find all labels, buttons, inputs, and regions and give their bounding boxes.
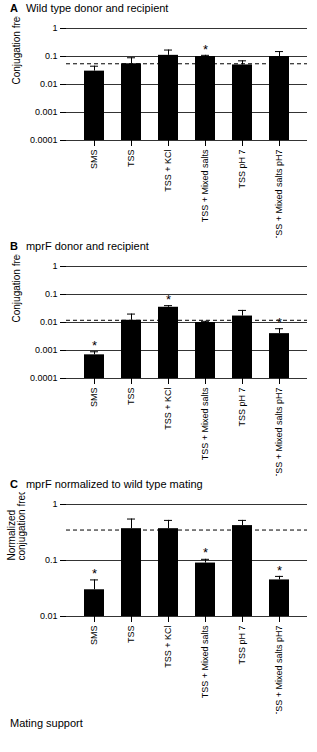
svg-text:TSS + Mixed salts: TSS + Mixed salts — [200, 387, 210, 460]
svg-text:TSS + Mixed salts pH7: TSS + Mixed salts pH7 — [274, 388, 284, 477]
svg-text:Normalizedconjugation frequenc: Normalizedconjugation frequency — [6, 492, 27, 561]
svg-text:*: * — [92, 566, 97, 581]
svg-text:0.1: 0.1 — [45, 289, 58, 299]
svg-text:TSS pH 7: TSS pH 7 — [237, 388, 247, 427]
svg-text:*: * — [166, 292, 171, 307]
svg-text:1: 1 — [52, 23, 57, 33]
svg-text:*: * — [92, 338, 97, 353]
html-text:Wild type donor and recipient: Wild type donor and recipient — [26, 2, 169, 14]
svg-text:0.001: 0.001 — [35, 345, 58, 355]
html-text:A: A — [10, 2, 18, 14]
svg-text:*: * — [277, 563, 282, 578]
svg-text:0.01: 0.01 — [40, 79, 58, 89]
svg-text:TSS + KCl: TSS + KCl — [163, 626, 173, 668]
svg-text:0.1: 0.1 — [45, 555, 58, 565]
svg-text:Conjugation frequency: Conjugation frequency — [11, 254, 22, 323]
svg-text:0.01: 0.01 — [40, 317, 58, 327]
svg-text:TSS + Mixed salts pH7: TSS + Mixed salts pH7 — [274, 626, 284, 715]
html-text:C: C — [10, 478, 18, 490]
html-text:B: B — [10, 240, 18, 252]
svg-text:TSS + KCl: TSS + KCl — [163, 388, 173, 430]
svg-text:*: * — [203, 42, 208, 57]
html-text:mprF donor and recipient: mprF donor and recipient — [26, 240, 149, 252]
svg-text:0.0001: 0.0001 — [30, 373, 58, 383]
svg-text:TSS: TSS — [126, 626, 136, 644]
svg-text:TSS pH 7: TSS pH 7 — [237, 626, 247, 665]
svg-text:TSS: TSS — [126, 150, 136, 168]
svg-text:TSS pH 7: TSS pH 7 — [237, 150, 247, 189]
svg-text:TSS + Mixed salts: TSS + Mixed salts — [200, 149, 210, 222]
svg-text:*: * — [203, 545, 208, 560]
svg-text:SMS: SMS — [89, 388, 99, 408]
svg-text:SMS: SMS — [89, 626, 99, 646]
svg-text:0.0001: 0.0001 — [30, 135, 58, 145]
svg-text:SMS: SMS — [89, 150, 99, 170]
svg-text:1: 1 — [52, 261, 57, 271]
html-text:Mating support: Mating support — [10, 717, 83, 729]
svg-text:1: 1 — [52, 499, 57, 509]
svg-text:0.1: 0.1 — [45, 51, 58, 61]
svg-text:TSS + Mixed salts pH7: TSS + Mixed salts pH7 — [274, 150, 284, 239]
html-text:mprF normalized to wild type m: mprF normalized to wild type mating — [26, 478, 203, 490]
svg-text:0.001: 0.001 — [35, 107, 58, 117]
svg-text:TSS + KCl: TSS + KCl — [163, 150, 173, 192]
svg-text:TSS + Mixed salts: TSS + Mixed salts — [200, 625, 210, 698]
svg-text:TSS: TSS — [126, 388, 136, 406]
svg-text:*: * — [277, 315, 282, 330]
svg-text:0.01: 0.01 — [40, 611, 58, 621]
svg-text:Conjugation frequency: Conjugation frequency — [11, 16, 22, 85]
